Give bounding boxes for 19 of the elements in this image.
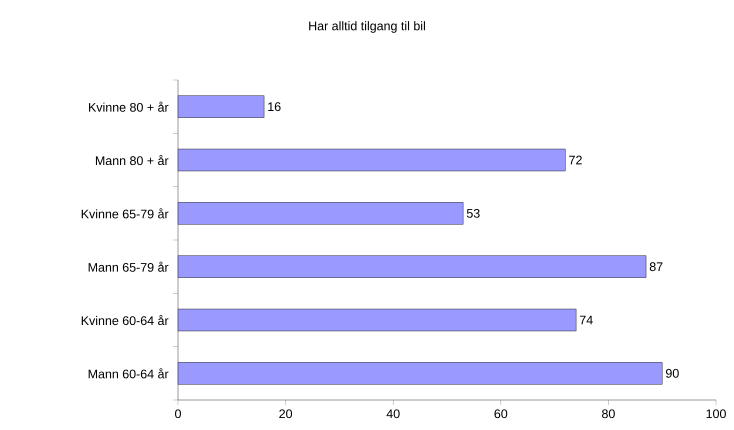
x-tick-label: 20: [279, 409, 292, 418]
data-label: 16: [268, 102, 281, 112]
data-label: 87: [650, 262, 662, 272]
x-tick-label: 0: [175, 409, 181, 418]
x-tick-label: 100: [706, 409, 726, 418]
chart-title: Har alltid tilgang til bil: [309, 21, 425, 33]
y-tick-label: Kvinne 65-79 år: [82, 208, 168, 218]
y-tick-label: Kvinne 60-64 år: [82, 314, 168, 326]
y-tick-label: Mann 80 + år: [96, 154, 168, 166]
y-tick-label: Kvinne 80 + år: [89, 102, 168, 112]
data-label: 74: [580, 316, 593, 324]
data-label: 72: [569, 156, 582, 164]
x-tick-label: 80: [602, 409, 615, 418]
x-tick-label: 40: [386, 409, 400, 418]
data-label: 90: [666, 368, 679, 378]
data-label: 53: [466, 208, 480, 218]
y-tick-label: Mann 60-64 år: [88, 368, 168, 378]
x-tick-label: 60: [494, 409, 508, 418]
y-tick-label: Mann 65-79 år: [88, 262, 168, 272]
